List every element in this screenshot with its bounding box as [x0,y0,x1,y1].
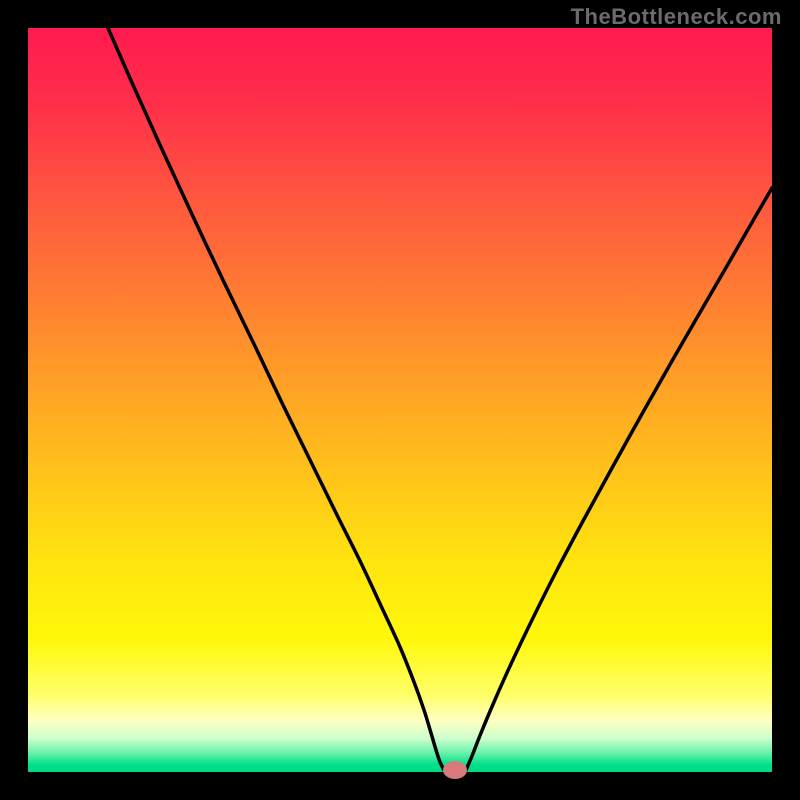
watermark-text: TheBottleneck.com [571,4,782,30]
bottleneck-chart [0,0,800,800]
chart-container: TheBottleneck.com [0,0,800,800]
gradient-background [28,28,772,772]
optimum-marker [443,761,467,779]
